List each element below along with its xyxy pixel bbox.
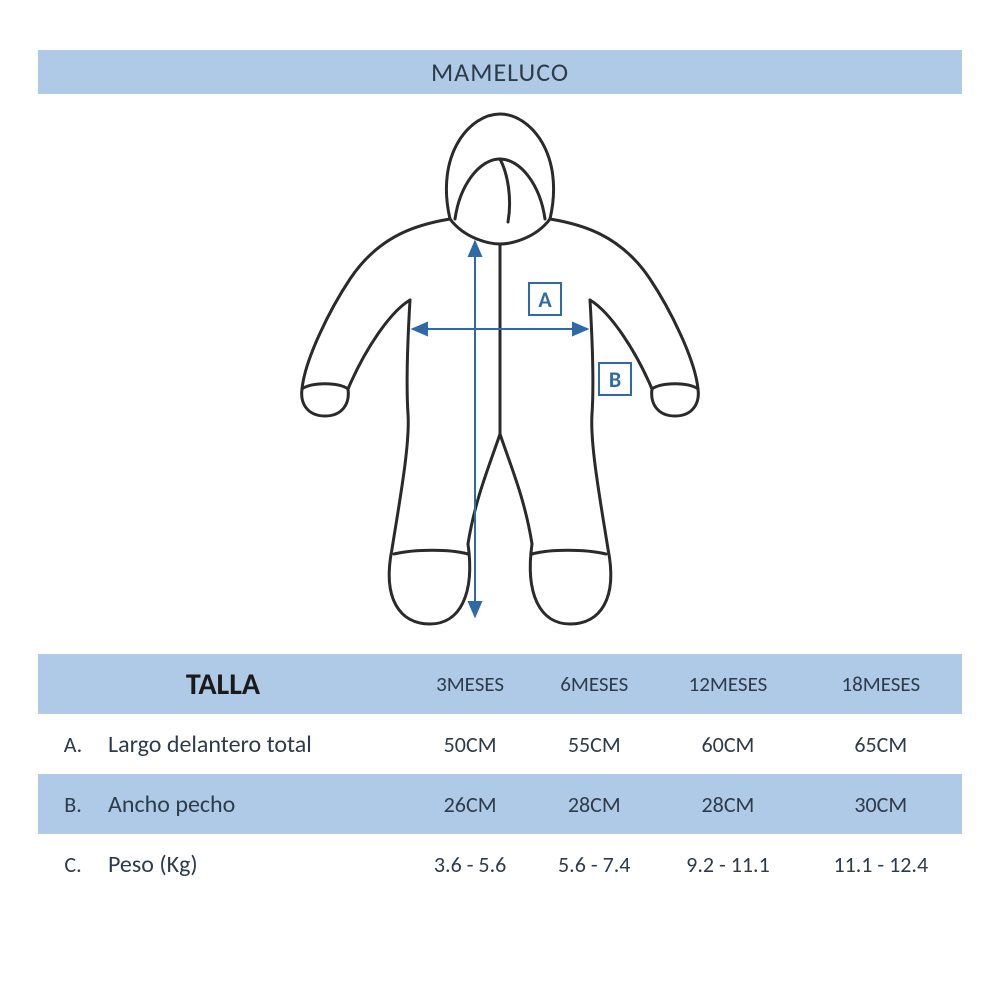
garment-diagram: A B [38,104,962,644]
label-b-text: B [609,366,621,393]
cell: 11.1 - 12.4 [800,834,962,894]
cell: 55CM [532,714,656,774]
cell: 65CM [800,714,962,774]
row-name: Peso (Kg) [108,834,408,894]
table-row: A. Largo delantero total 50CM 55CM 60CM … [38,714,962,774]
row-letter: A. [38,714,108,774]
cell: 50CM [408,714,532,774]
row-letter: B. [38,774,108,834]
cell: 30CM [800,774,962,834]
row-name: Largo delantero total [108,714,408,774]
garment-illustration [250,104,750,634]
cell: 5.6 - 7.4 [532,834,656,894]
table-row: C. Peso (Kg) 3.6 - 5.6 5.6 - 7.4 9.2 - 1… [38,834,962,894]
cell: 26CM [408,774,532,834]
label-a-text: A [538,286,551,313]
cell: 9.2 - 11.1 [656,834,799,894]
col-header: 18MESES [800,654,962,714]
size-chart-table: TALLA 3MESES 6MESES 12MESES 18MESES A. L… [38,654,962,894]
cell: 28CM [532,774,656,834]
table-header-row: TALLA 3MESES 6MESES 12MESES 18MESES [38,654,962,714]
table-row: B. Ancho pecho 26CM 28CM 28CM 30CM [38,774,962,834]
row-letter: C. [38,834,108,894]
title-text: MAMELUCO [431,56,569,88]
col-header: 3MESES [408,654,532,714]
col-header: 12MESES [656,654,799,714]
cell: 3.6 - 5.6 [408,834,532,894]
title-bar: MAMELUCO [38,50,962,94]
cell: 60CM [656,714,799,774]
measurement-label-a: A [528,282,562,316]
row-name: Ancho pecho [108,774,408,834]
cell: 28CM [656,774,799,834]
measurement-label-b: B [598,362,632,396]
talla-header: TALLA [38,654,408,714]
col-header: 6MESES [532,654,656,714]
